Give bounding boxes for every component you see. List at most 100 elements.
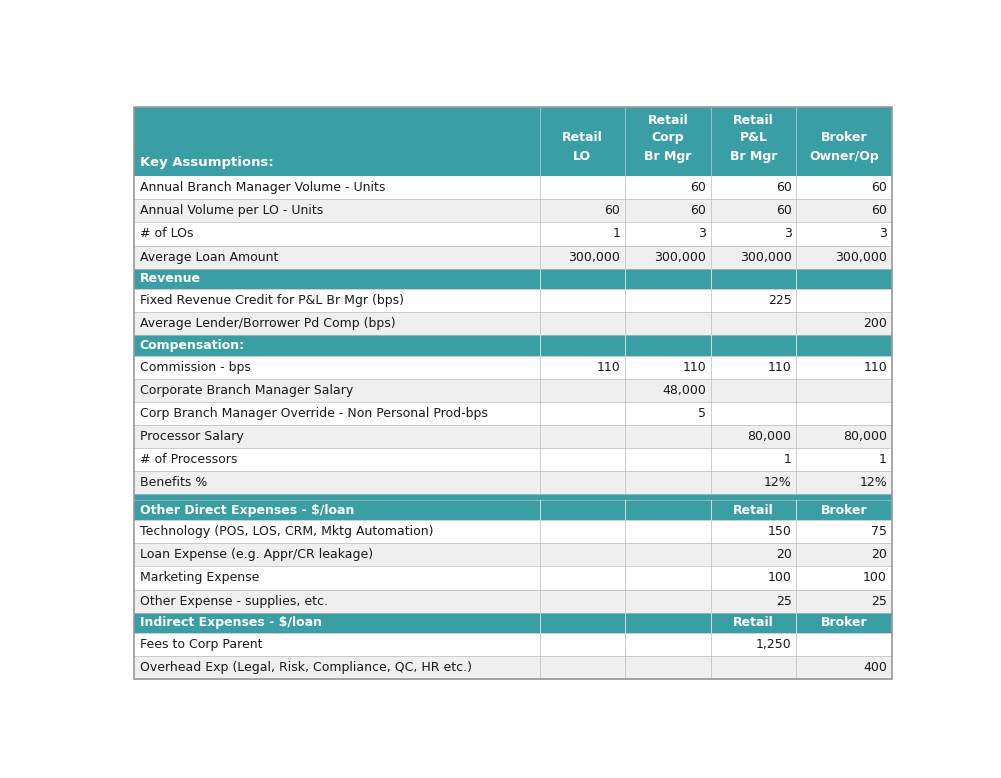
Bar — [134, 402, 892, 425]
Text: 200: 200 — [863, 317, 887, 330]
Bar — [134, 107, 892, 177]
Bar — [134, 633, 892, 656]
Text: 400: 400 — [863, 661, 887, 675]
Text: Fixed Revenue Credit for P&L Br Mgr (bps): Fixed Revenue Credit for P&L Br Mgr (bps… — [140, 294, 403, 307]
Bar — [134, 356, 892, 379]
Text: # of LOs: # of LOs — [140, 227, 193, 240]
Text: Indirect Expenses - $/loan: Indirect Expenses - $/loan — [140, 616, 322, 629]
Text: Br Mgr: Br Mgr — [730, 150, 777, 163]
Text: 25: 25 — [776, 594, 792, 608]
Bar — [134, 379, 892, 402]
Bar — [134, 612, 892, 633]
Text: Loan Expense (e.g. Appr/CR leakage): Loan Expense (e.g. Appr/CR leakage) — [140, 548, 373, 562]
Text: 60: 60 — [776, 181, 792, 194]
Text: Commission - bps: Commission - bps — [140, 361, 250, 374]
Text: 25: 25 — [871, 594, 887, 608]
Text: Other Direct Expenses - $/loan: Other Direct Expenses - $/loan — [140, 503, 354, 517]
Bar — [134, 268, 892, 289]
Bar — [134, 199, 892, 223]
Bar — [134, 246, 892, 268]
Text: 12%: 12% — [859, 476, 887, 489]
Text: Broker: Broker — [821, 131, 867, 145]
Text: 80,000: 80,000 — [748, 430, 792, 443]
Text: 110: 110 — [768, 361, 792, 374]
Text: Retail: Retail — [562, 131, 603, 145]
Text: 3: 3 — [879, 227, 887, 240]
Text: 3: 3 — [784, 227, 792, 240]
Text: 100: 100 — [863, 572, 887, 584]
Text: 225: 225 — [768, 294, 792, 307]
Text: Corporate Branch Manager Salary: Corporate Branch Manager Salary — [140, 384, 353, 397]
Text: Br Mgr: Br Mgr — [645, 150, 692, 163]
Text: Key Assumptions:: Key Assumptions: — [140, 156, 273, 169]
Bar — [134, 544, 892, 566]
Text: 60: 60 — [690, 181, 706, 194]
Bar — [134, 499, 892, 520]
Text: Broker: Broker — [821, 503, 867, 517]
Text: Benefits %: Benefits % — [140, 476, 207, 489]
Text: Processor Salary: Processor Salary — [140, 430, 243, 443]
Bar — [134, 177, 892, 199]
Bar — [134, 335, 892, 356]
Text: 20: 20 — [871, 548, 887, 562]
Text: 300,000: 300,000 — [569, 251, 621, 264]
Text: 80,000: 80,000 — [843, 430, 887, 443]
Bar — [134, 312, 892, 335]
Text: 60: 60 — [605, 205, 621, 218]
Text: Corp Branch Manager Override - Non Personal Prod-bps: Corp Branch Manager Override - Non Perso… — [140, 407, 487, 420]
Text: 5: 5 — [698, 407, 706, 420]
Text: Marketing Expense: Marketing Expense — [140, 572, 259, 584]
Text: 60: 60 — [776, 205, 792, 218]
Text: Other Expense - supplies, etc.: Other Expense - supplies, etc. — [140, 594, 328, 608]
Text: 100: 100 — [768, 572, 792, 584]
Bar — [134, 520, 892, 544]
Text: 1,250: 1,250 — [756, 638, 792, 651]
Text: Owner/Op: Owner/Op — [809, 150, 879, 163]
Text: 48,000: 48,000 — [662, 384, 706, 397]
Text: 20: 20 — [776, 548, 792, 562]
Text: 300,000: 300,000 — [835, 251, 887, 264]
Text: 3: 3 — [698, 227, 706, 240]
Text: 1: 1 — [613, 227, 621, 240]
Text: Average Lender/Borrower Pd Comp (bps): Average Lender/Borrower Pd Comp (bps) — [140, 317, 395, 330]
Text: Annual Volume per LO - Units: Annual Volume per LO - Units — [140, 205, 323, 218]
Bar — [134, 590, 892, 612]
Bar — [134, 223, 892, 246]
Text: Annual Branch Manager Volume - Units: Annual Branch Manager Volume - Units — [140, 181, 385, 194]
Text: Corp: Corp — [652, 131, 684, 145]
Text: Compensation:: Compensation: — [140, 339, 245, 352]
Text: 110: 110 — [597, 361, 621, 374]
Bar — [134, 471, 892, 494]
Text: 110: 110 — [683, 361, 706, 374]
Text: 110: 110 — [863, 361, 887, 374]
Text: 12%: 12% — [764, 476, 792, 489]
Text: Overhead Exp (Legal, Risk, Compliance, QC, HR etc.): Overhead Exp (Legal, Risk, Compliance, Q… — [140, 661, 471, 675]
Text: Retail: Retail — [733, 114, 774, 127]
Text: # of Processors: # of Processors — [140, 453, 237, 466]
Bar — [134, 566, 892, 590]
Text: Fees to Corp Parent: Fees to Corp Parent — [140, 638, 262, 651]
Text: Average Loan Amount: Average Loan Amount — [140, 251, 278, 264]
Bar — [134, 494, 892, 499]
Text: P&L: P&L — [740, 131, 768, 145]
Bar — [134, 448, 892, 471]
Text: 60: 60 — [690, 205, 706, 218]
Text: Technology (POS, LOS, CRM, Mktg Automation): Technology (POS, LOS, CRM, Mktg Automati… — [140, 525, 433, 538]
Text: 1: 1 — [784, 453, 792, 466]
Text: Broker: Broker — [821, 616, 867, 629]
Bar — [134, 425, 892, 448]
Text: Retail: Retail — [733, 616, 774, 629]
Bar — [134, 289, 892, 312]
Text: 1: 1 — [879, 453, 887, 466]
Text: 150: 150 — [768, 525, 792, 538]
Text: 300,000: 300,000 — [654, 251, 706, 264]
Text: 60: 60 — [871, 205, 887, 218]
Text: 300,000: 300,000 — [740, 251, 792, 264]
Text: Retail: Retail — [733, 503, 774, 517]
Text: Revenue: Revenue — [140, 272, 201, 286]
Text: 60: 60 — [871, 181, 887, 194]
Text: Retail: Retail — [648, 114, 689, 127]
Text: LO: LO — [574, 150, 592, 163]
Bar — [134, 656, 892, 679]
Text: 75: 75 — [871, 525, 887, 538]
